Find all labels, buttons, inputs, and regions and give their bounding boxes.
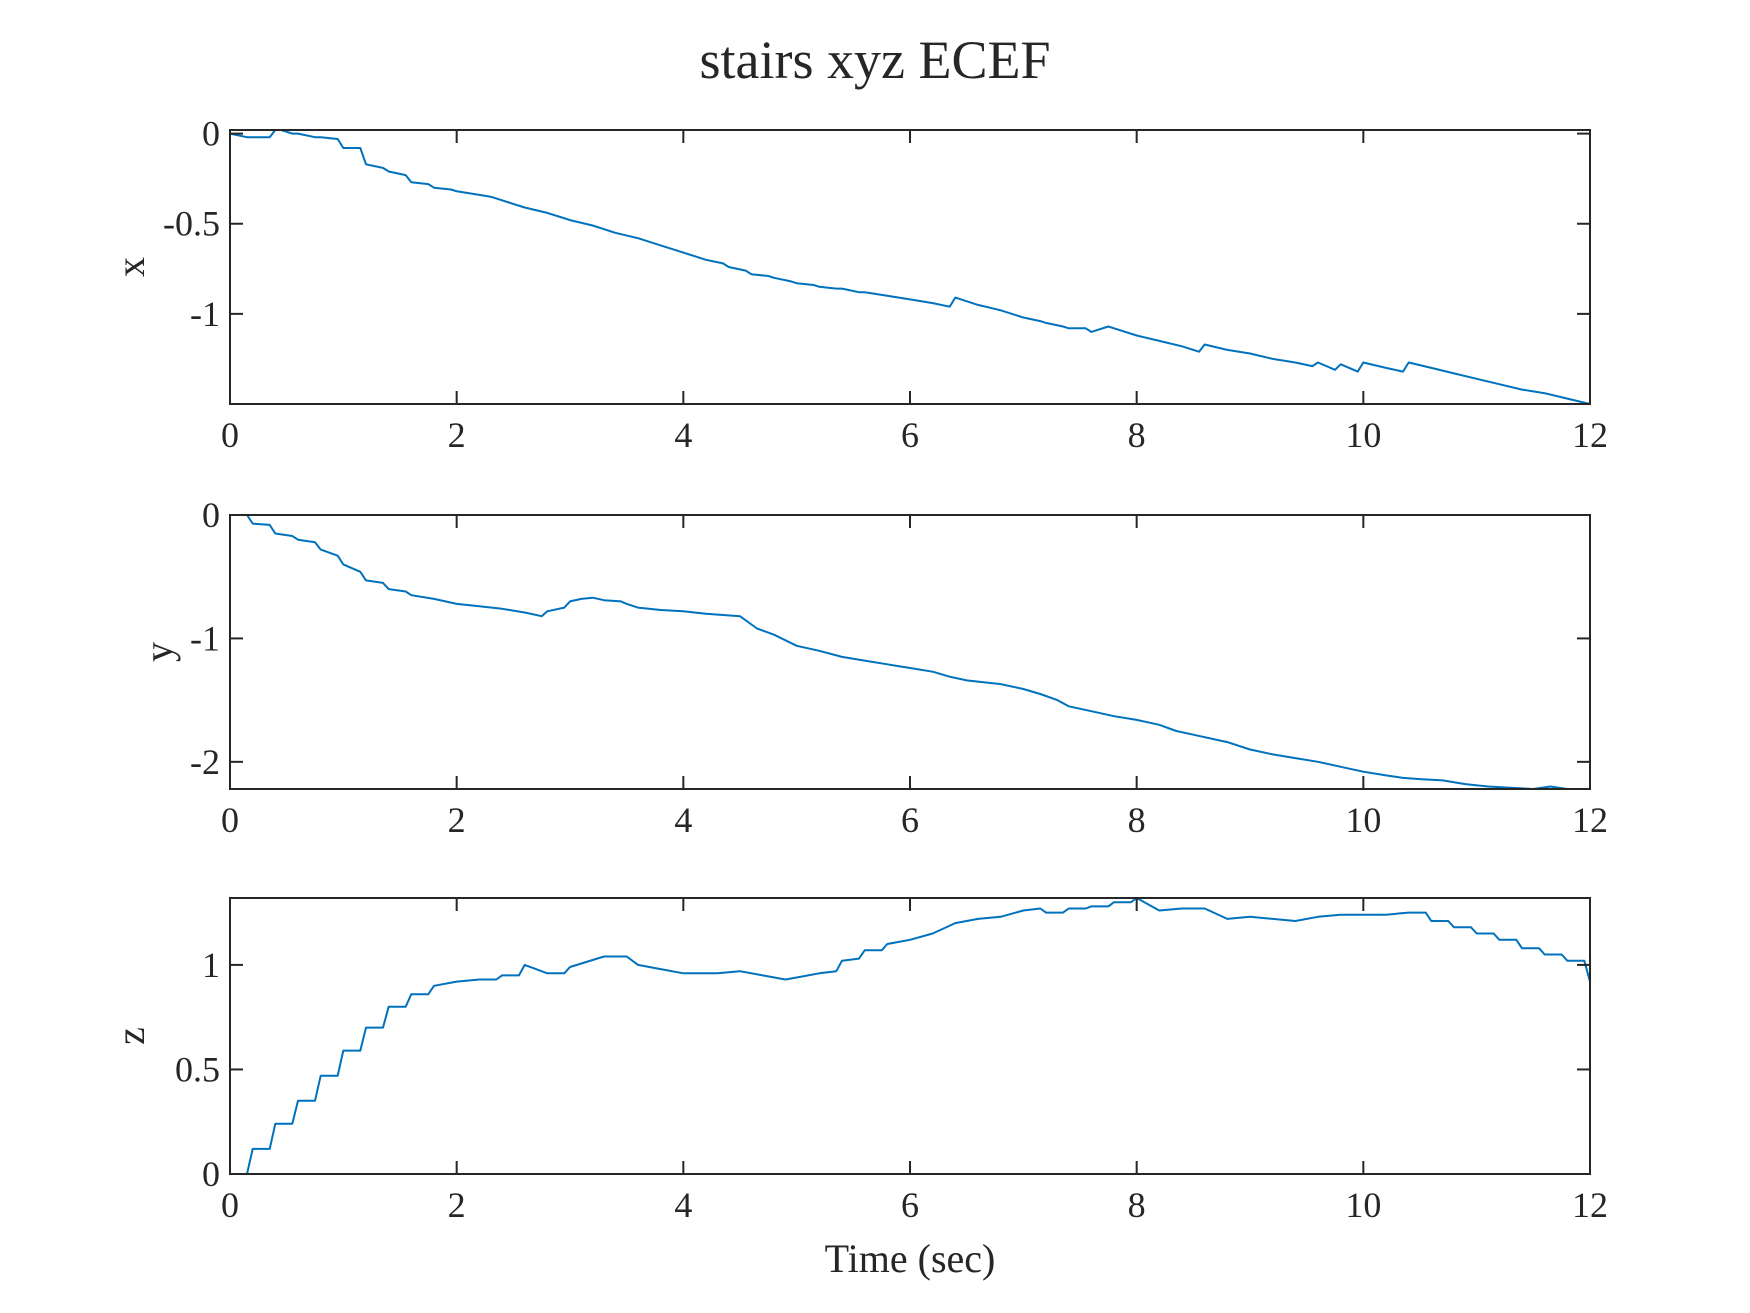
x-tick-label: 6 xyxy=(901,415,919,455)
x-tick-label: 8 xyxy=(1128,415,1146,455)
subplot-z: 0 2 4 6 8 10 12 1 0.5 0 z Time (sec) xyxy=(108,897,1608,1281)
x-tick-label: 8 xyxy=(1128,1185,1146,1225)
x-tick-label: 6 xyxy=(901,800,919,840)
y-tick-label: 0 xyxy=(202,495,220,535)
x-tick-label: 12 xyxy=(1572,1185,1608,1225)
series-line-x xyxy=(229,129,1591,405)
y-tick-label: 1 xyxy=(202,945,220,985)
x-tick-label: 2 xyxy=(448,1185,466,1225)
axes-box xyxy=(229,129,1591,405)
axes-box xyxy=(229,514,1591,790)
y-tick-label: 0.5 xyxy=(175,1049,220,1089)
x-axis-label: Time (sec) xyxy=(825,1236,996,1281)
chart-title: stairs xyz ECEF xyxy=(700,30,1051,90)
x-tick-label: 6 xyxy=(901,1185,919,1225)
x-tick-label: 10 xyxy=(1345,1185,1381,1225)
series-line-y xyxy=(230,514,1590,790)
x-tick-label: 4 xyxy=(674,800,692,840)
x-tick-label: 4 xyxy=(674,415,692,455)
y-axis-label: y xyxy=(136,642,181,662)
y-tick-label: -2 xyxy=(190,742,220,782)
series-line-z xyxy=(230,897,1591,1175)
y-tick-label: 0 xyxy=(202,114,220,154)
x-tick-label: 0 xyxy=(221,415,239,455)
x-tick-label: 2 xyxy=(448,800,466,840)
x-tick-label: 10 xyxy=(1345,800,1381,840)
subplot-y: 0 2 4 6 8 10 12 0 -1 -2 y xyxy=(136,495,1608,840)
y-tick-label: 0 xyxy=(202,1154,220,1194)
x-tick-label: 8 xyxy=(1128,800,1146,840)
y-tick-label: -0.5 xyxy=(163,204,220,244)
y-axis-label: x xyxy=(108,257,153,277)
x-tick-label: 0 xyxy=(221,1185,239,1225)
y-tick-label: -1 xyxy=(190,618,220,658)
subplot-x: 0 2 4 6 8 10 12 0 -0.5 -1 x xyxy=(108,114,1608,455)
x-tick-label: 10 xyxy=(1345,415,1381,455)
x-tick-label: 12 xyxy=(1572,415,1608,455)
y-axis-label: z xyxy=(108,1027,153,1045)
y-tick-label: -1 xyxy=(190,294,220,334)
x-tick-label: 0 xyxy=(221,800,239,840)
x-tick-label: 4 xyxy=(674,1185,692,1225)
x-tick-label: 12 xyxy=(1572,800,1608,840)
x-tick-label: 2 xyxy=(448,415,466,455)
